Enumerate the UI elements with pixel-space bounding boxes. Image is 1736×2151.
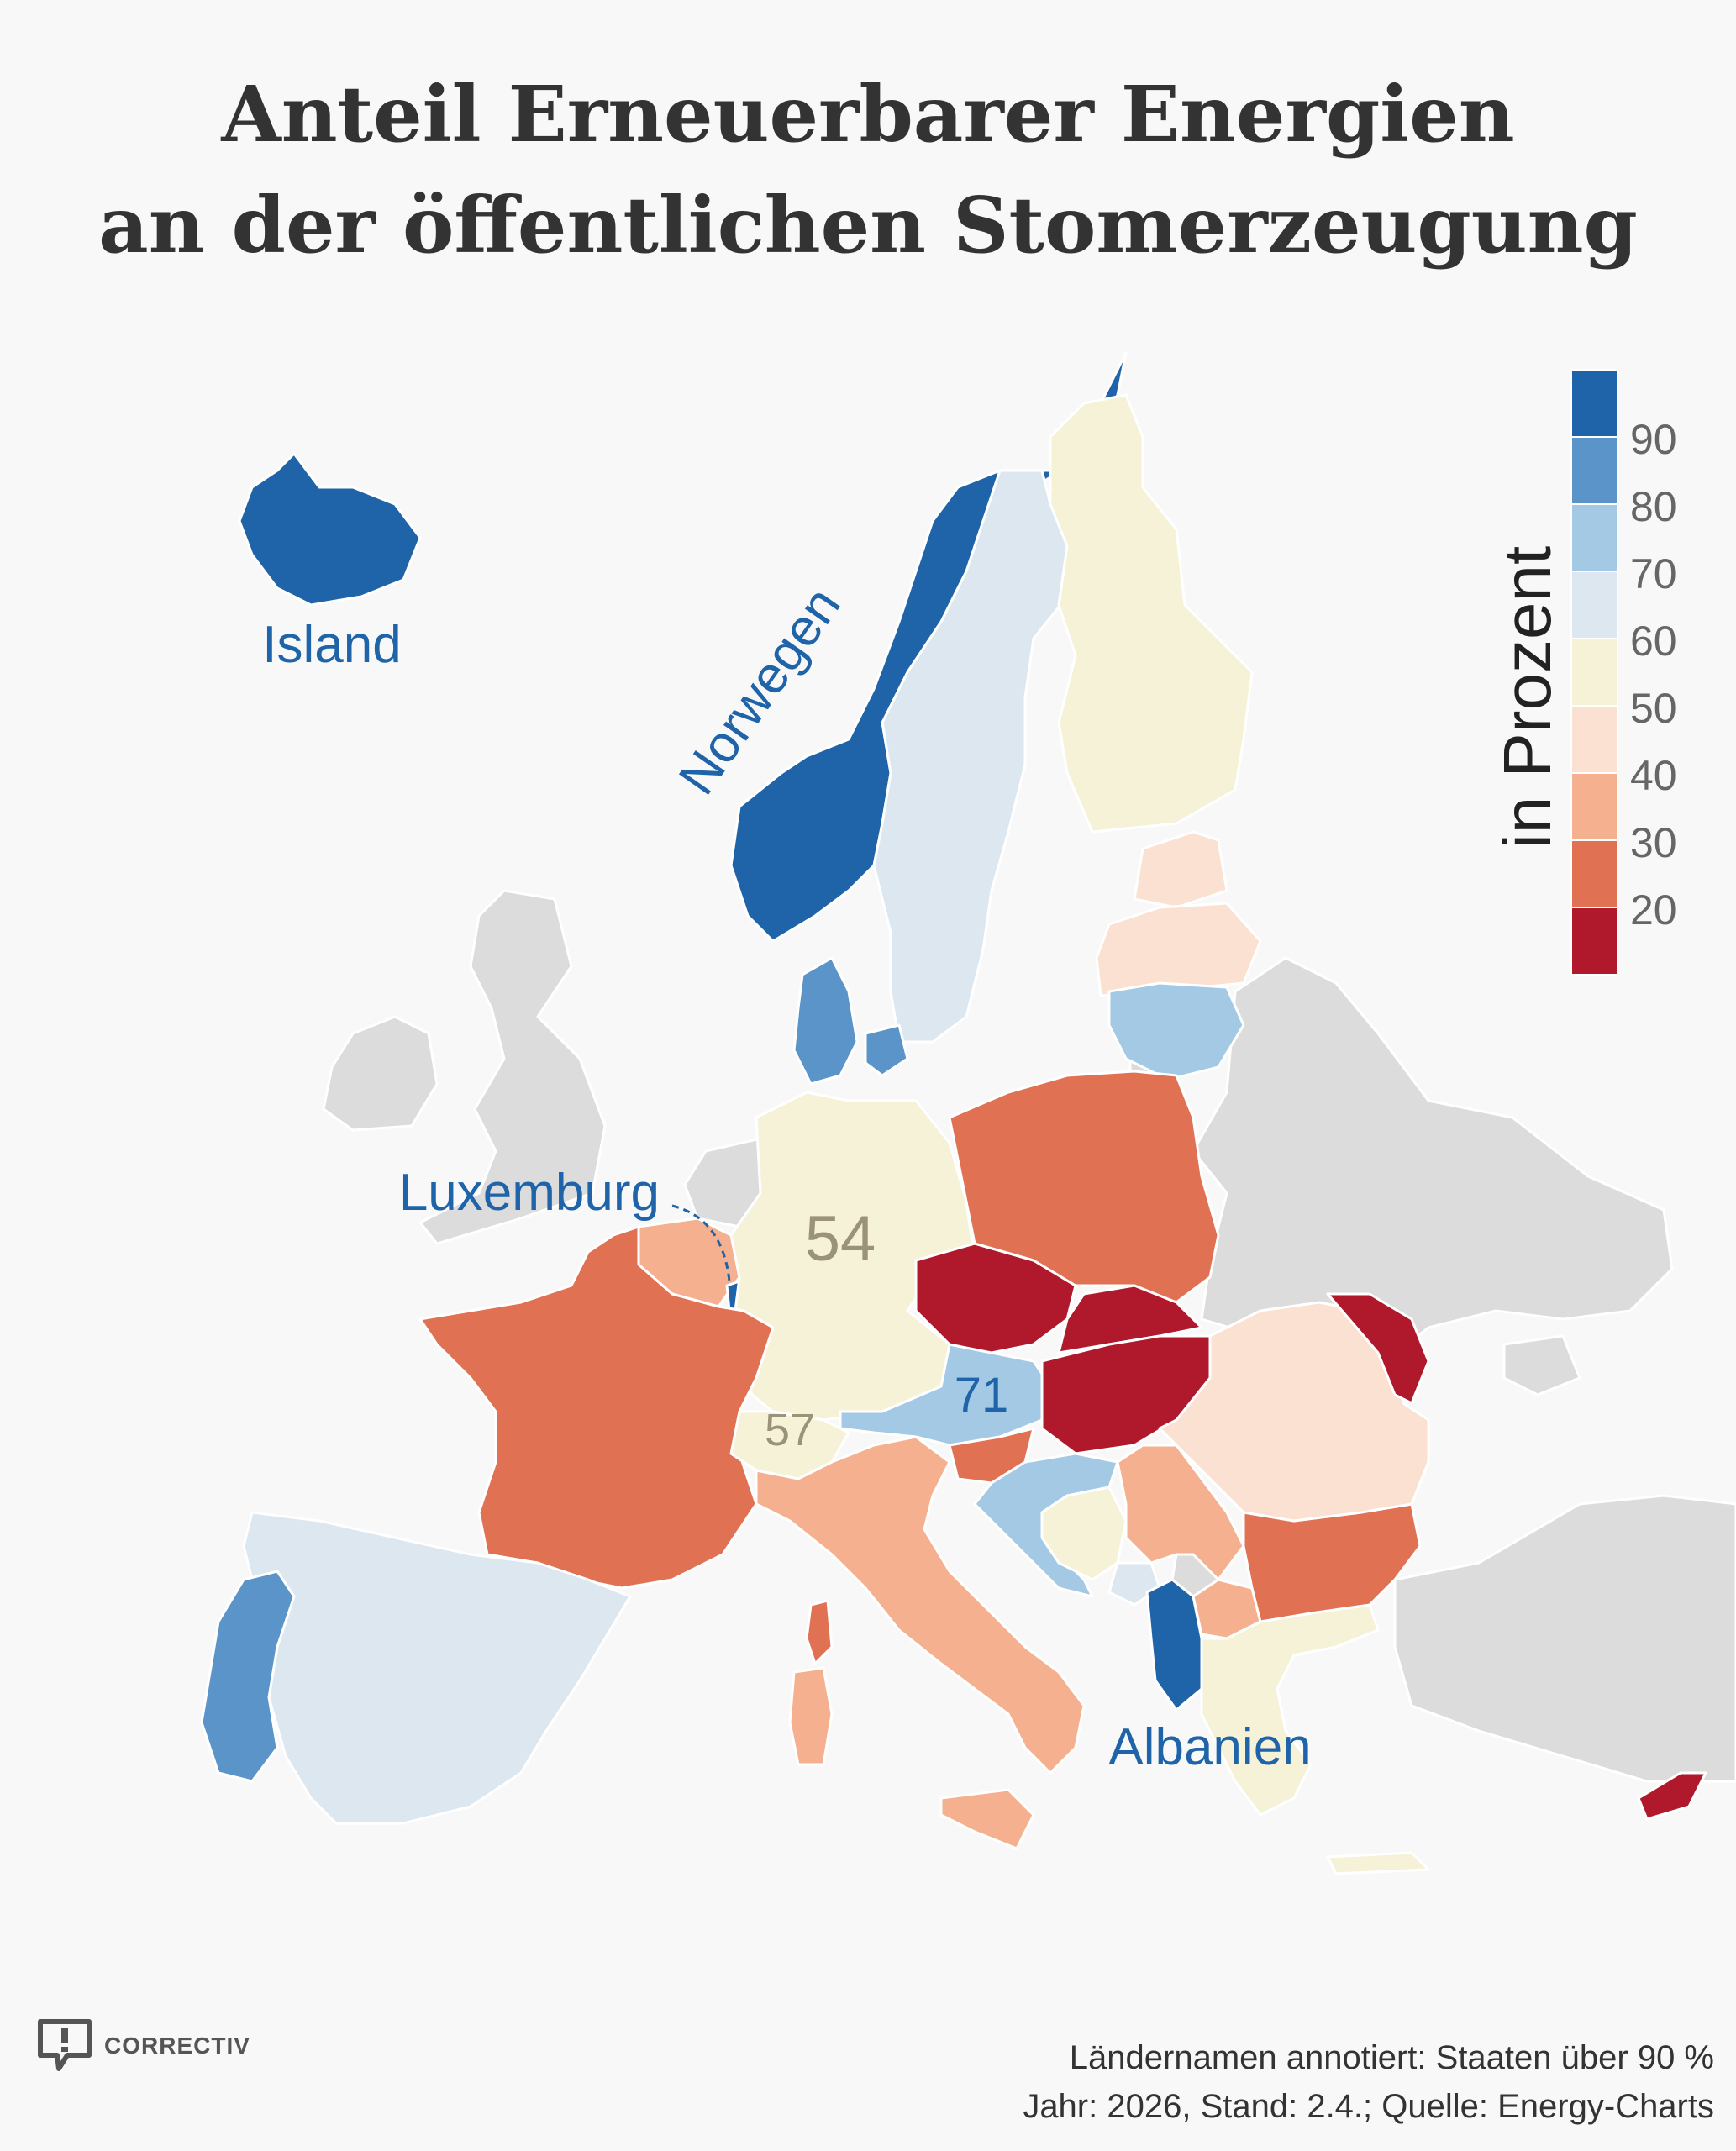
data-countries-layer — [200, 351, 1707, 1875]
sweden[interactable] — [872, 469, 1077, 1044]
map-title-line-2: an der öffentlichen Stomerzeugung — [98, 180, 1638, 271]
legend-title: in Prozent — [1490, 546, 1565, 849]
label-luxemburg: Luxemburg — [399, 1164, 660, 1222]
portugal[interactable] — [200, 1570, 296, 1783]
cyprus[interactable] — [1637, 1771, 1707, 1821]
footer-annotation-note: Ländernamen annotiert: Staaten über 90 % — [1069, 2039, 1714, 2076]
correctiv-logo: CORRECTIV — [35, 2017, 250, 2075]
legend-swatch — [1570, 436, 1618, 505]
legend-swatch — [1570, 705, 1618, 774]
legend-swatch — [1570, 503, 1618, 572]
ireland — [322, 1015, 439, 1132]
crete[interactable] — [1326, 1851, 1430, 1875]
legend-swatch — [1570, 369, 1618, 438]
slovakia[interactable] — [1057, 1284, 1203, 1354]
legend-tick: 70 — [1630, 550, 1677, 597]
legend-tick: 40 — [1630, 752, 1677, 799]
footer-notes: Ländernamen annotiert: Staaten über 90 %… — [1023, 2033, 1714, 2131]
legend-tick: 50 — [1630, 685, 1677, 732]
corsica[interactable] — [805, 1599, 834, 1665]
legend-swatch — [1570, 638, 1618, 707]
map-title: Anteil Erneuerbarer Energien an der öffe… — [0, 59, 1736, 281]
value-label-switzerland: 57 — [765, 1405, 815, 1455]
correctiv-speech-bubble-icon — [38, 2019, 92, 2071]
luxemburg-leader-line — [671, 1204, 731, 1282]
value-label-austria: 71 — [955, 1368, 1009, 1423]
legend-tick: 60 — [1630, 618, 1677, 665]
legend-tick: 30 — [1630, 819, 1677, 866]
finland[interactable] — [1049, 393, 1254, 834]
denmark-islands[interactable] — [864, 1023, 909, 1077]
map-title-line-1: Anteil Erneuerbarer Energien — [221, 69, 1515, 160]
belarus-russia-ukraine — [1192, 956, 1674, 1388]
legend-color-scale — [1570, 369, 1618, 976]
label-albanien: Albanien — [1108, 1718, 1311, 1776]
legend: 90 80 70 60 50 40 30 20 in Prozent — [1490, 369, 1677, 976]
legend-swatch — [1570, 907, 1618, 976]
legend-swatch — [1570, 571, 1618, 639]
sicily[interactable] — [939, 1788, 1035, 1850]
legend-swatch — [1570, 772, 1618, 841]
poland[interactable] — [948, 1070, 1220, 1304]
sardinia[interactable] — [788, 1666, 834, 1766]
legend-tick: 20 — [1630, 886, 1677, 934]
legend-tick: 90 — [1630, 416, 1677, 463]
denmark[interactable] — [792, 956, 859, 1086]
latvia[interactable] — [1095, 902, 1262, 997]
legend-tick-labels: 90 80 70 60 50 40 30 20 — [1630, 416, 1677, 934]
logo-wordmark: CORRECTIV — [104, 2033, 250, 2059]
label-island: Island — [262, 616, 401, 674]
moldova[interactable] — [1326, 1292, 1430, 1405]
estonia[interactable] — [1133, 830, 1228, 909]
crimea — [1502, 1334, 1581, 1396]
turkey — [1393, 1494, 1736, 1783]
legend-swatch — [1570, 839, 1618, 908]
legend-tick: 80 — [1630, 483, 1677, 530]
footer-source-note: Jahr: 2026, Stand: 2.4.; Quelle: Energy-… — [1023, 2088, 1714, 2125]
iceland[interactable] — [238, 452, 422, 607]
value-label-germany: 54 — [805, 1203, 876, 1275]
lithuania[interactable] — [1107, 981, 1245, 1081]
united-kingdom — [418, 889, 607, 1245]
